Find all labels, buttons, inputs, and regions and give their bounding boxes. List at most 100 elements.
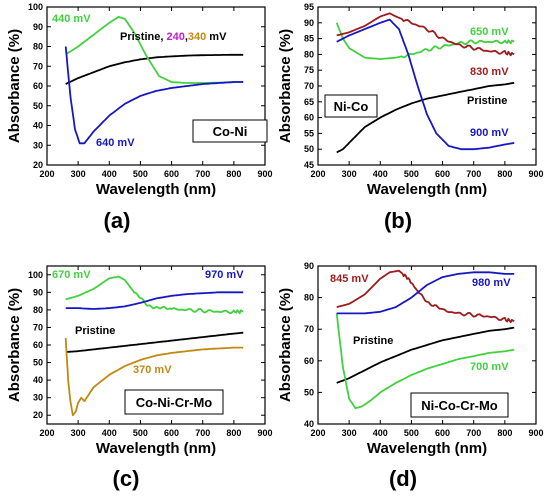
x-tick-label: 500 [404, 169, 419, 179]
series-label: 830 mV [470, 66, 509, 78]
alloy-label: Ni-Co-Cr-Mo [421, 398, 498, 413]
y-tick-label: 90 [304, 18, 314, 28]
y-tick-label: 95 [304, 2, 314, 12]
x-tick-label: 300 [71, 169, 86, 179]
y-tick-label: 70 [33, 322, 43, 332]
x-tick-label: 900 [528, 169, 543, 179]
label-part: mV [206, 31, 227, 43]
y-tick-label: 90 [304, 261, 314, 271]
y-tick-label: 50 [304, 387, 314, 397]
alloy-label: Ni-Co [334, 99, 369, 114]
y-axis-label: Absorbance (%) [277, 29, 294, 143]
panel-label-a: (a) [103, 208, 131, 233]
alloy-label-box [324, 94, 378, 118]
x-tick-label: 300 [71, 428, 86, 438]
y-tick-label: 55 [304, 128, 314, 138]
x-tick-label: 200 [310, 428, 325, 438]
x-tick-label: 400 [373, 428, 388, 438]
x-tick-label: 500 [133, 428, 148, 438]
x-tick-label: 400 [102, 428, 117, 438]
y-axis-label: Absorbance (%) [6, 288, 23, 402]
label-part: , [185, 31, 188, 43]
y-tick-label: 30 [33, 140, 43, 150]
x-tick-label: 400 [102, 169, 117, 179]
series-line-670-mv [65, 275, 244, 315]
y-axis-label: Absorbance (%) [277, 288, 294, 402]
series-label: Pristine [353, 335, 393, 347]
x-tick-label: 800 [497, 428, 512, 438]
y-tick-label: 80 [304, 49, 314, 59]
x-tick-label: 700 [195, 428, 210, 438]
chart-panel-b: 200 300 400 500 600 700 800 900 45 50 55 60 65 70 75 80… [277, 2, 544, 198]
series-label: 640 mV [96, 137, 135, 149]
series-label: Pristine [75, 325, 115, 337]
x-tick-label: 700 [466, 169, 481, 179]
x-tick-label: 800 [226, 169, 241, 179]
pristine-240-340-label: Pristine, 240,340 mV [120, 31, 227, 43]
y-tick-label: 40 [33, 121, 43, 131]
plot-frame [317, 265, 537, 425]
series-line-pristine [336, 326, 515, 384]
series-label: 650 mV [470, 26, 509, 38]
y-tick-label: 45 [304, 160, 314, 170]
x-tick-label: 300 [342, 428, 357, 438]
series-line-pristine [336, 81, 515, 154]
y-tick-label: 40 [304, 419, 314, 429]
y-axis-label: Absorbance (%) [6, 29, 23, 143]
y-tick-label: 50 [304, 144, 314, 154]
series-line-980-mv [336, 271, 515, 315]
x-tick-label: 600 [435, 169, 450, 179]
y-tick-label: 60 [33, 81, 43, 91]
x-tick-label: 300 [342, 169, 357, 179]
y-tick-label: 60 [33, 340, 43, 350]
x-axis-label: Wavelength (nm) [367, 440, 487, 457]
y-tick-label: 60 [304, 113, 314, 123]
x-tick-label: 700 [466, 428, 481, 438]
x-axis-label: Wavelength (nm) [96, 440, 216, 457]
series-line-640-mv [64, 46, 244, 145]
y-tick-label: 90 [33, 22, 43, 32]
series-line-650-mv [335, 22, 515, 60]
chart-panel-c: 200 300 400 500 600 700 800 900 20 30 40 50 60 70 80 90… [6, 265, 273, 457]
series-line-700-mv [335, 313, 515, 410]
x-tick-label: 800 [497, 169, 512, 179]
series-line-900-mv [336, 18, 515, 151]
x-tick-label: 600 [164, 169, 179, 179]
series-line-pristine [65, 331, 244, 353]
x-tick-label: 900 [257, 428, 272, 438]
x-tick-label: 500 [133, 169, 148, 179]
x-tick-label: 200 [39, 428, 54, 438]
y-tick-label: 90 [33, 287, 43, 297]
series-line-845-mv [336, 269, 515, 324]
alloy-label-box [192, 119, 268, 143]
x-tick-label: 200 [310, 169, 325, 179]
series-label: 845 mV [330, 273, 369, 285]
label-part: 340 [188, 31, 206, 43]
alloy-label-box [124, 389, 224, 415]
y-tick-label: 100 [28, 2, 43, 12]
x-tick-label: 900 [257, 169, 272, 179]
series-line-970-mv [65, 291, 244, 310]
x-tick-label: 600 [164, 428, 179, 438]
series-label: 440 mV [52, 13, 91, 25]
series-label: 980 mV [472, 277, 511, 289]
series-label: 670 mV [52, 269, 91, 281]
panel-label-b: (b) [383, 208, 413, 233]
y-tick-label: 80 [33, 305, 43, 315]
alloy-label: Co-Ni [213, 124, 248, 139]
series-line-830-mv [336, 12, 515, 57]
alloy-label: Co-Ni-Cr-Mo [136, 395, 213, 410]
label-part: 240 [166, 31, 184, 43]
y-tick-label: 50 [33, 358, 43, 368]
y-tick-label: 60 [304, 356, 314, 366]
y-tick-label: 40 [33, 375, 43, 385]
series-label: 970 mV [205, 269, 244, 281]
x-tick-label: 600 [435, 428, 450, 438]
y-tick-label: 70 [304, 324, 314, 334]
x-tick-label: 700 [195, 169, 210, 179]
y-tick-label: 100 [28, 270, 43, 280]
y-tick-label: 50 [33, 101, 43, 111]
chart-panel-a: 200 300 400 500 600 700 800 900 20 30 40 50 60 70 80 90… [6, 2, 273, 198]
y-tick-label: 80 [33, 42, 43, 52]
